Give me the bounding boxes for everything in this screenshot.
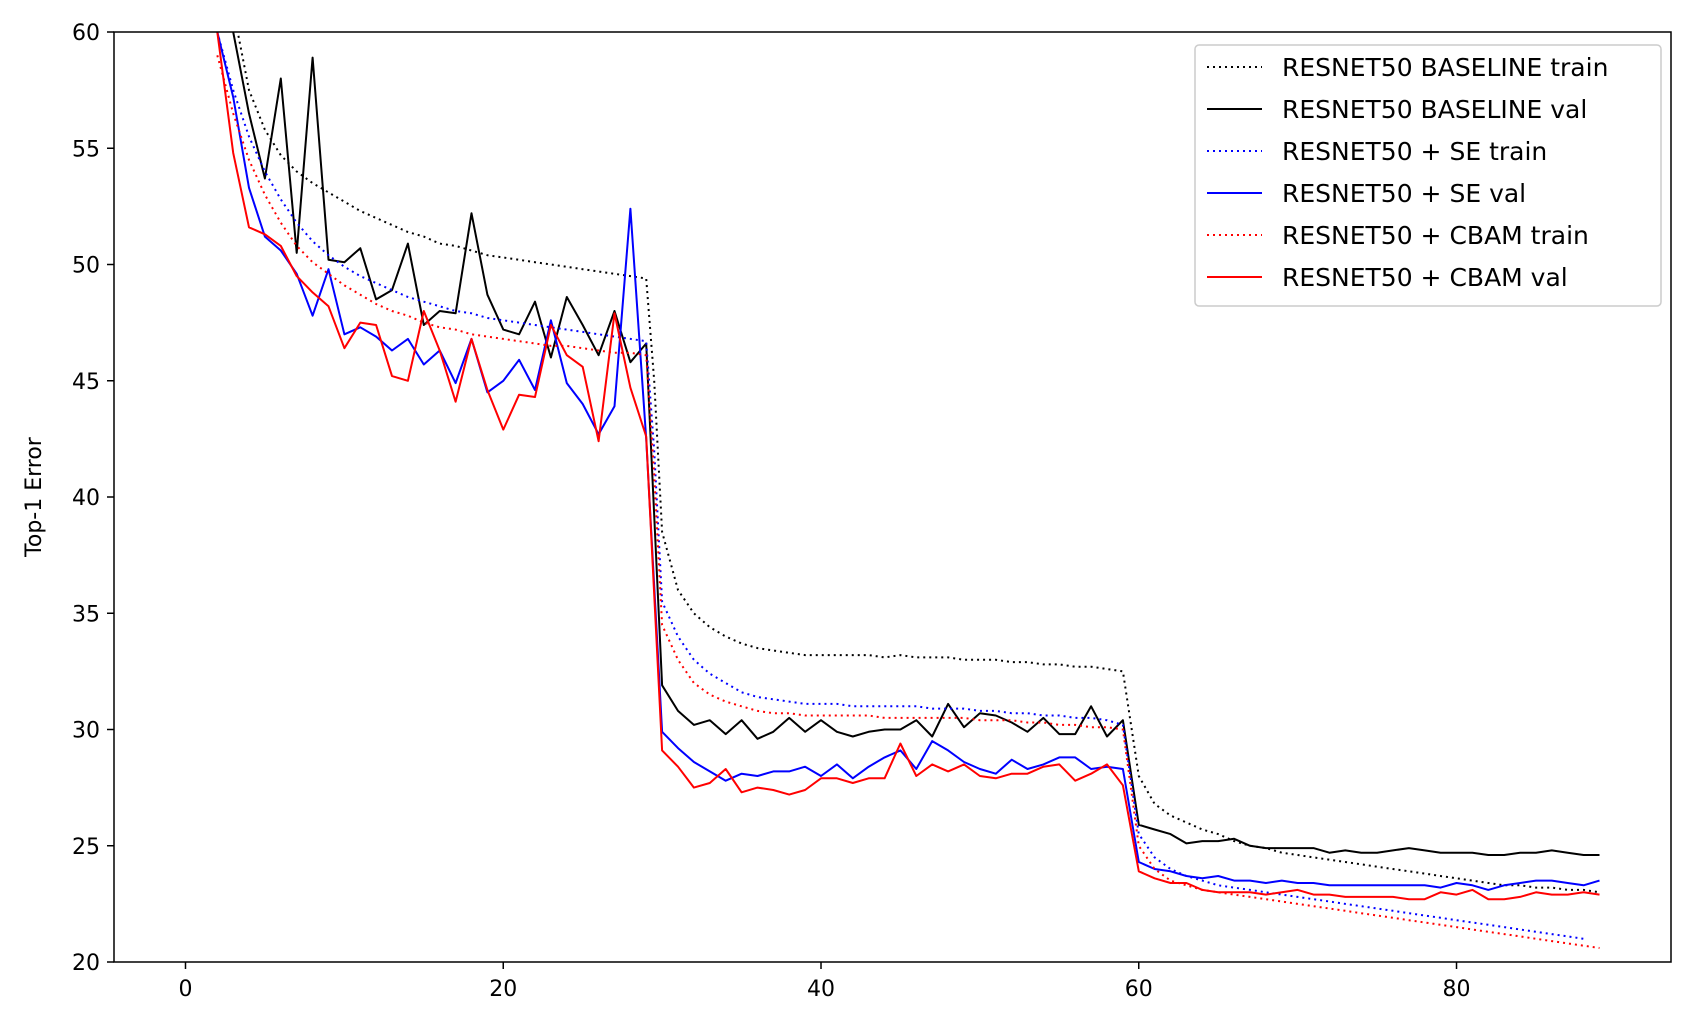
series-line-3 — [216, 32, 1584, 940]
x-tick-label: 80 — [1443, 977, 1471, 1002]
series-line-1 — [236, 32, 1600, 894]
y-tick-label: 45 — [72, 370, 100, 395]
series-line-2 — [232, 32, 1600, 856]
x-tick-label: 20 — [489, 977, 517, 1002]
y-axis-label: Top-1 Error — [22, 436, 47, 558]
legend-label: RESNET50 + CBAM val — [1282, 263, 1568, 292]
y-tick-label: 20 — [72, 951, 100, 976]
legend-label: RESNET50 + SE train — [1282, 137, 1547, 166]
y-tick-label: 25 — [72, 835, 100, 860]
y-tick-label: 55 — [72, 137, 100, 162]
x-tick-label: 60 — [1125, 977, 1153, 1002]
y-tick-label: 60 — [72, 21, 100, 46]
legend-label: RESNET50 + SE val — [1282, 179, 1526, 208]
x-axis-ticks: 0 20 40 60 80 — [178, 962, 1471, 1002]
legend-label: RESNET50 BASELINE train — [1282, 53, 1608, 82]
y-tick-label: 40 — [72, 486, 100, 511]
x-tick-label: 0 — [178, 977, 192, 1002]
y-tick-label: 50 — [72, 254, 100, 279]
legend-label: RESNET50 BASELINE val — [1282, 95, 1587, 124]
plot-area-frame — [113, 31, 1672, 963]
legend-frame — [1194, 44, 1662, 307]
y-axis-ticks: 20 25 30 35 40 45 50 55 60 — [72, 21, 114, 976]
legend: RESNET50 BASELINE train RESNET50 BASELINE… — [1194, 44, 1662, 307]
series-line-6 — [216, 32, 1600, 901]
legend-label: RESNET50 + CBAM train — [1282, 221, 1589, 250]
y-tick-label: 30 — [72, 719, 100, 744]
x-tick-label: 40 — [807, 977, 835, 1002]
series-lines — [216, 32, 1600, 949]
y-tick-label: 35 — [72, 602, 100, 627]
series-line-5 — [216, 55, 1600, 949]
